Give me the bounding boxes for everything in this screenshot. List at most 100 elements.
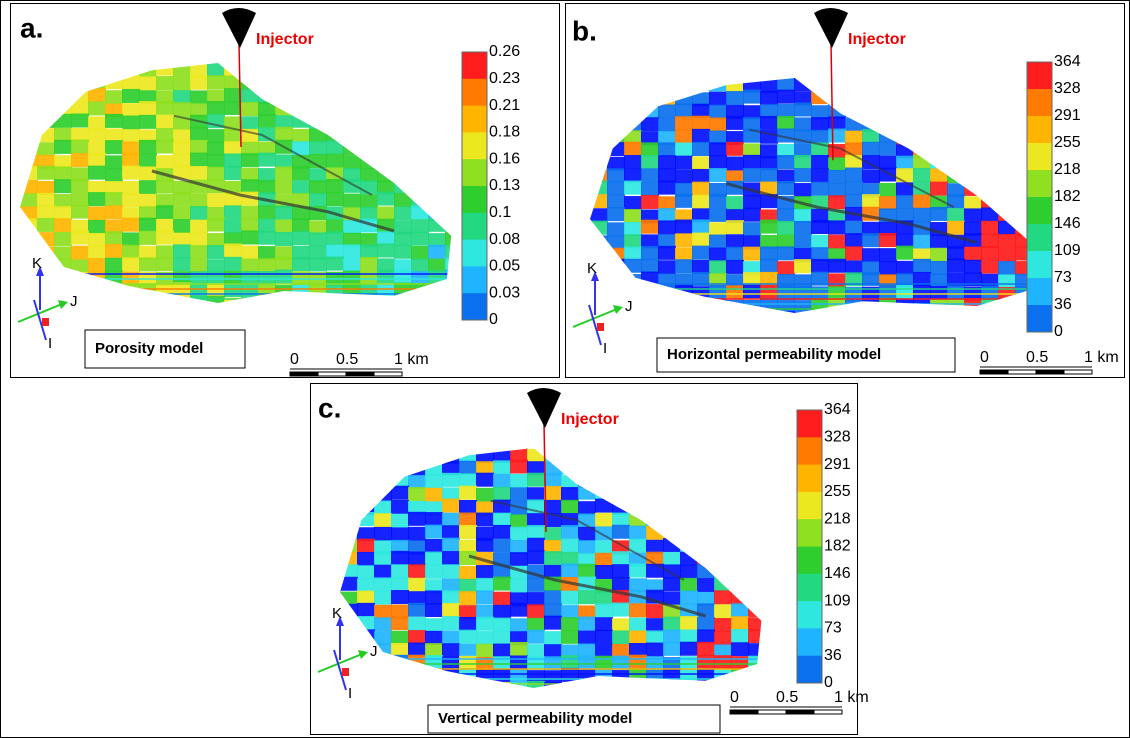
grid-cell — [476, 590, 494, 605]
grid-cell — [709, 222, 727, 237]
grid-cell — [258, 152, 276, 167]
grid-cell — [811, 208, 829, 223]
grid-cell — [391, 564, 409, 579]
grid-cell — [71, 178, 89, 193]
colorbar-label: 0.21 — [489, 97, 520, 114]
colorbar-band — [462, 159, 487, 187]
colorbar-label: 291 — [1054, 107, 1081, 124]
grid-cell — [391, 590, 409, 605]
grid-cell — [292, 141, 310, 156]
grid-cell — [794, 220, 812, 235]
grid-cell — [680, 577, 698, 592]
panel-label: a. — [20, 12, 43, 43]
grid-cell — [845, 193, 863, 208]
grid-cell — [658, 168, 676, 183]
grid-cell — [510, 655, 528, 670]
grid-cell — [896, 260, 914, 275]
injector-icon — [527, 388, 561, 428]
grid-cell — [913, 234, 931, 249]
axis-j — [572, 308, 618, 328]
grid-cell — [709, 117, 727, 132]
grid-cell — [122, 129, 140, 144]
grid-cell — [692, 181, 710, 196]
grid-cell — [326, 192, 344, 207]
axis-k-label: K — [587, 260, 597, 277]
grid-cell — [377, 191, 395, 206]
grid-cell — [224, 243, 242, 258]
axis-origin — [342, 668, 349, 676]
grid-cell — [88, 101, 106, 116]
colorbar-band — [1027, 251, 1052, 279]
grid-cell — [377, 258, 395, 273]
grid-cell — [71, 230, 89, 245]
grid-cell — [428, 258, 446, 273]
colorbar-label: 0.1 — [489, 204, 511, 221]
grid-cell — [309, 180, 327, 195]
grid-cell — [374, 564, 392, 579]
axis-k-label: K — [332, 605, 342, 622]
grid-cell — [425, 618, 443, 633]
grid-cell — [845, 130, 863, 145]
grid-cell — [425, 603, 443, 618]
grid-cell — [408, 602, 426, 617]
grid-cell — [224, 153, 242, 168]
grid-cell — [794, 155, 812, 170]
grid-cell — [595, 643, 613, 658]
colorbar-band — [462, 132, 487, 160]
grid-cell — [394, 244, 412, 259]
grid-cell — [663, 629, 681, 644]
grid-cell — [241, 230, 259, 245]
colorbar-label: 0.23 — [489, 70, 520, 87]
grid-cell — [726, 246, 744, 261]
grid-cell — [743, 272, 761, 287]
grid-cell — [408, 577, 426, 592]
colorbar-label: 109 — [1054, 242, 1081, 259]
scale-label: 1 km — [834, 689, 869, 706]
grid-cell — [578, 540, 596, 555]
grid-cell — [794, 234, 812, 249]
grid-cell — [139, 166, 157, 181]
grid-cell — [544, 551, 562, 566]
grid-cell — [811, 181, 829, 196]
grid-cell — [88, 142, 106, 157]
grid-cell — [629, 603, 647, 618]
axis-i-label: I — [48, 335, 52, 352]
grid-cell — [998, 274, 1016, 289]
axis-j-label: J — [625, 298, 633, 315]
grid-cell — [692, 232, 710, 247]
grid-cell — [811, 154, 829, 169]
grid-cell — [658, 220, 676, 235]
colorbar-band — [797, 519, 822, 547]
grid-cell — [646, 630, 664, 645]
injector-label: Injector — [848, 31, 906, 48]
grid-cell — [658, 155, 676, 170]
grid-cell — [139, 206, 157, 221]
grid-cell — [947, 183, 965, 198]
grid-cell — [845, 181, 863, 196]
grid-cell — [459, 655, 477, 670]
grid-cell — [445, 245, 452, 260]
grid-cell — [408, 642, 426, 657]
grid-cell — [578, 563, 596, 578]
grid-cell — [190, 103, 208, 118]
colorbar-label: 0 — [489, 311, 498, 328]
grid-cell — [275, 180, 293, 195]
grid-cell — [224, 166, 242, 181]
colorbar-band — [797, 601, 822, 629]
grid-cell — [624, 168, 642, 183]
grid-cell — [224, 270, 242, 285]
grid-cell — [292, 256, 310, 271]
fault-line — [468, 554, 706, 618]
grid-cell — [425, 512, 443, 527]
grid-cell — [692, 92, 710, 107]
grid-cell — [459, 512, 477, 527]
grid-cell — [709, 130, 727, 145]
grid-cell — [794, 183, 812, 198]
grid-cell — [442, 461, 460, 476]
grid-cell — [646, 604, 664, 619]
grid-cell — [156, 76, 174, 91]
grid-cell — [258, 246, 276, 261]
grid-cell — [760, 246, 778, 261]
grid-cell — [663, 616, 681, 631]
grid-cell — [88, 165, 106, 180]
